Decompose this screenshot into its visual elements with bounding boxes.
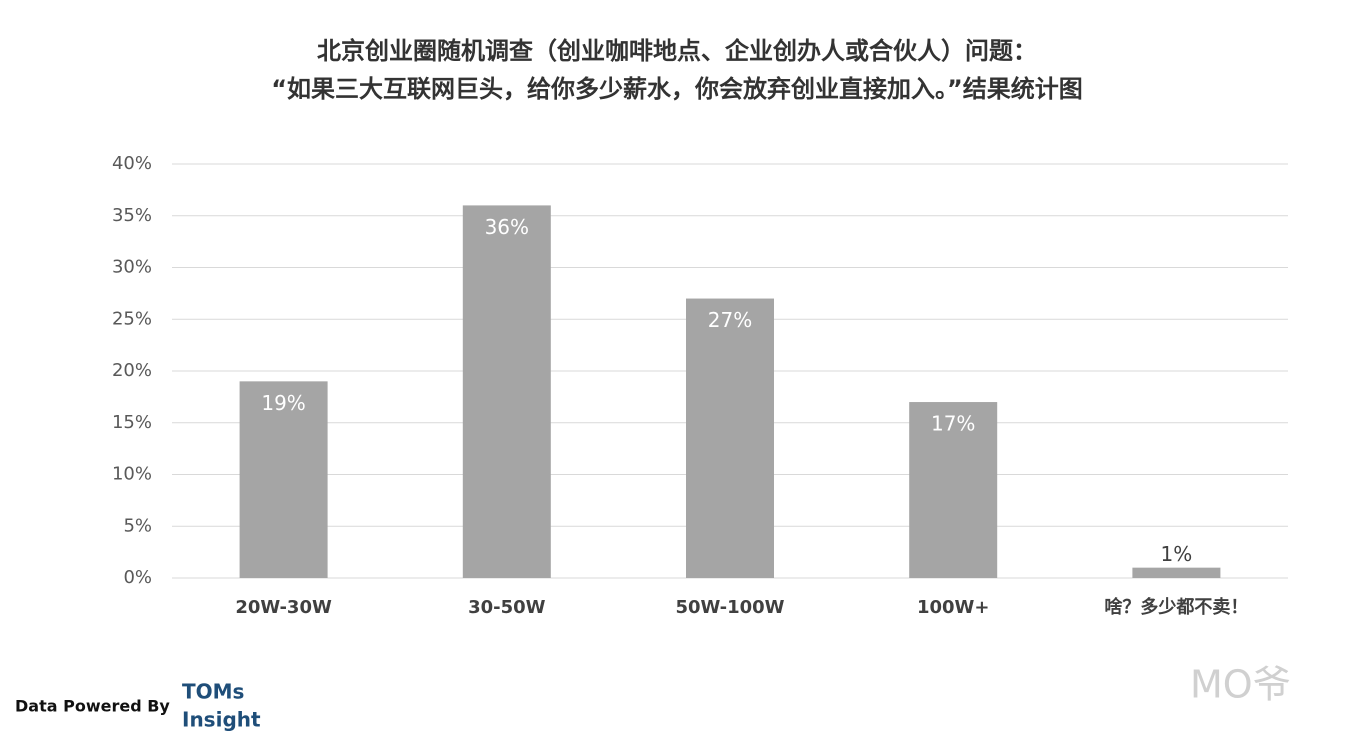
y-tick-label: 0%	[123, 567, 152, 588]
y-tick-label: 10%	[112, 464, 152, 485]
y-tick-label: 5%	[123, 515, 152, 536]
data-label: 36%	[485, 215, 529, 239]
data-label: 19%	[261, 391, 305, 415]
y-tick-label: 35%	[112, 205, 152, 226]
data-label: 27%	[708, 308, 752, 332]
bar	[1132, 567, 1221, 578]
logo-top: TOMs	[182, 680, 244, 704]
y-tick-label: 25%	[112, 308, 152, 329]
bar	[239, 381, 328, 578]
bar	[909, 402, 998, 578]
logo-bottom: Insight	[182, 708, 261, 732]
bar	[462, 205, 551, 578]
y-tick-label: 20%	[112, 360, 152, 381]
bar	[686, 298, 774, 578]
x-tick-label: 20W-30W	[235, 597, 332, 618]
credit: Data Powered By	[15, 697, 170, 716]
watermark: MO爷	[1190, 663, 1291, 707]
data-label: 17%	[931, 412, 975, 436]
y-tick-label: 15%	[112, 412, 152, 433]
x-tick-label: 100W+	[917, 597, 990, 618]
y-tick-label: 30%	[112, 257, 152, 278]
chart-subtitle: “如果三大互联网巨头，给你多少薪水，你会放弃创业直接加入。”结果统计图	[271, 75, 1083, 103]
x-tick-label: 50W-100W	[676, 597, 785, 618]
data-label: 1%	[1161, 542, 1193, 566]
x-tick-label: 30-50W	[468, 597, 546, 618]
y-tick-label: 40%	[112, 153, 152, 174]
x-tick-label: 啥？多少都不卖！	[1104, 596, 1248, 618]
chart-title: 北京创业圈随机调查（创业咖啡地点、企业创办人或合伙人）问题：	[317, 37, 1037, 65]
